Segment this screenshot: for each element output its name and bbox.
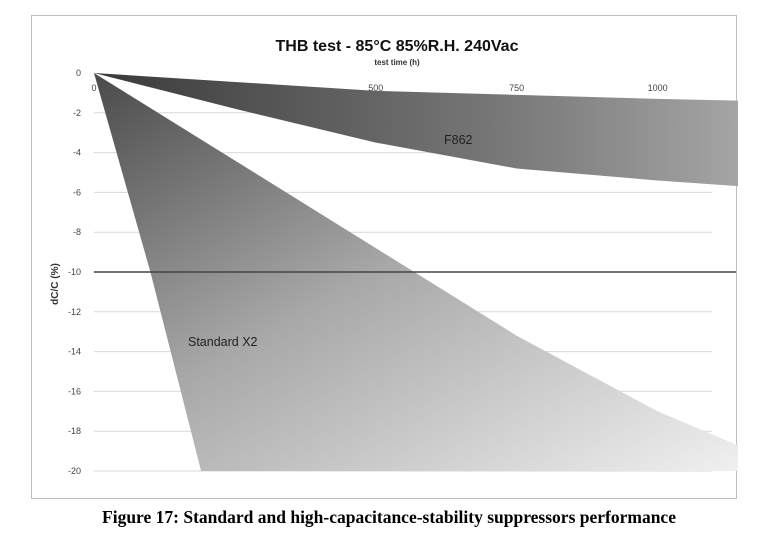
series-label-f862: F862 [444, 133, 473, 147]
y-tick-label: 0 [76, 68, 81, 78]
y-tick-label: -14 [68, 347, 81, 357]
tick-labels: 0-2-4-6-8-10-12-14-16-18-200500750100012… [68, 68, 668, 476]
chart-area: 0-2-4-6-8-10-12-14-16-18-200500750100012… [31, 15, 738, 499]
series-area-f862 [94, 73, 738, 187]
y-tick-label: -8 [73, 227, 81, 237]
chart-title: THB test - 85°C 85%R.H. 240Vac [276, 38, 519, 55]
y-tick-label: -2 [73, 108, 81, 118]
chart-svg: 0-2-4-6-8-10-12-14-16-18-200500750100012… [50, 38, 738, 476]
x-tick-label: 1000 [648, 83, 668, 93]
x-tick-label: 0 [91, 83, 96, 93]
y-tick-label: -4 [73, 148, 81, 158]
x-axis-label: test time (h) [374, 58, 420, 67]
y-tick-label: -20 [68, 466, 81, 476]
x-tick-label: 750 [509, 83, 524, 93]
figure-caption: Figure 17: Standard and high-capacitance… [102, 507, 676, 527]
y-tick-label: -16 [68, 386, 81, 396]
series-area-standard-x2 [94, 73, 738, 471]
y-tick-label: -12 [68, 307, 81, 317]
x-tick-label: 500 [368, 83, 383, 93]
series-label-standard-x2: Standard X2 [188, 335, 258, 349]
y-tick-label: -10 [68, 267, 81, 277]
y-axis-label: dC/C (%) [50, 263, 61, 305]
y-tick-label: -6 [73, 187, 81, 197]
y-tick-label: -18 [68, 426, 81, 436]
series-areas [94, 73, 738, 471]
